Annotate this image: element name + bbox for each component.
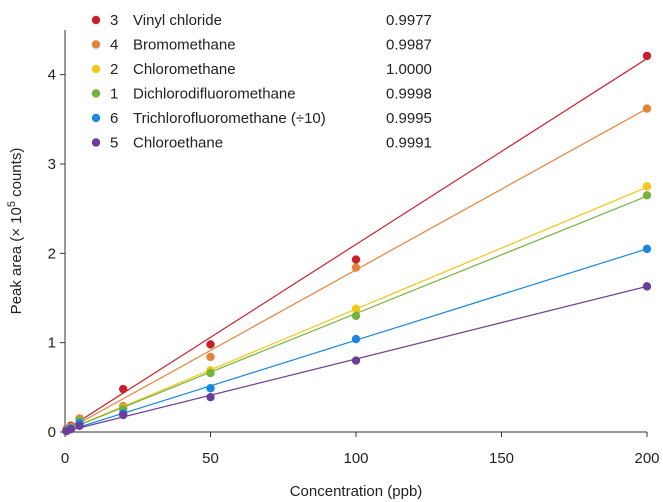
legend-label: Chloroethane — [133, 135, 223, 152]
legend-number: 6 — [110, 110, 118, 127]
data-point — [75, 421, 84, 430]
legend-marker — [91, 89, 101, 98]
data-point — [206, 368, 215, 378]
legend-item: 4 Bromomethane 0.9987 — [91, 37, 432, 54]
legend-item: 1 Dichlorodifluoromethane 0.9998 — [91, 86, 432, 103]
legend-marker — [91, 64, 101, 74]
legend-label: Chloromethane — [133, 61, 236, 78]
y-tick-label: 3 — [48, 156, 56, 173]
legend-number: 2 — [110, 61, 118, 78]
data-point — [351, 311, 361, 321]
data-point — [119, 384, 128, 394]
data-point — [642, 191, 652, 200]
legend-marker — [91, 138, 101, 147]
data-point — [206, 340, 215, 349]
data-point — [351, 356, 361, 365]
legend-marker — [91, 40, 101, 49]
legend-number: 5 — [110, 135, 118, 152]
legend-number: 1 — [110, 86, 118, 103]
legend-number: 4 — [110, 37, 118, 54]
data-point — [642, 104, 652, 113]
data-point — [206, 392, 215, 402]
legend-item: 5 Chloroethane 0.9991 — [91, 135, 432, 152]
data-point — [351, 255, 361, 264]
data-point — [206, 352, 215, 362]
y-axis-title-suffix: counts) — [8, 148, 25, 201]
legend-r2: 0.9998 — [386, 86, 432, 103]
y-ticks: 0 1 2 3 4 — [48, 67, 65, 441]
data-point — [351, 304, 361, 313]
legend-marker — [91, 15, 101, 25]
legend-number: 3 — [110, 12, 118, 29]
x-tick-label: 200 — [634, 450, 659, 467]
data-point — [351, 263, 361, 272]
legend-r2: 0.9987 — [386, 37, 432, 54]
data-point — [642, 282, 652, 291]
legend-r2: 0.9995 — [386, 110, 432, 127]
x-ticks: 0 50 100 150 200 — [61, 432, 660, 467]
data-point — [642, 244, 652, 254]
y-tick-label: 1 — [48, 335, 56, 352]
x-tick-label: 0 — [61, 450, 69, 467]
fit-line — [66, 58, 648, 430]
legend-r2: 0.9977 — [386, 12, 432, 29]
data-point — [642, 51, 652, 61]
legend-label: Trichlorofluoromethane (÷10) — [133, 110, 326, 127]
legend-label: Bromomethane — [133, 37, 236, 54]
x-tick-label: 50 — [202, 450, 219, 467]
y-tick-label: 2 — [48, 245, 56, 262]
data-point — [351, 334, 361, 344]
data-points — [62, 51, 652, 436]
data-point — [206, 384, 215, 393]
y-axis-title: Peak area (× 105 counts) — [6, 148, 25, 315]
x-tick-label: 150 — [489, 450, 514, 467]
legend-item: 6 Trichlorofluoromethane (÷10) 0.9995 — [91, 110, 432, 127]
y-tick-label: 0 — [48, 424, 56, 441]
legend-r2: 1.0000 — [386, 61, 432, 78]
data-point — [119, 410, 128, 420]
y-axis-title-superscript: 5 — [6, 201, 18, 207]
legend-marker — [91, 113, 101, 123]
legend-label: Vinyl chloride — [133, 12, 222, 29]
y-tick-label: 4 — [48, 67, 56, 84]
legend-r2: 0.9991 — [386, 135, 432, 152]
x-axis-title: Concentration (ppb) — [290, 483, 423, 500]
legend: 3 Vinyl chloride 0.9977 4 Bromomethane 0.9987… — [91, 12, 432, 152]
y-axis-title-prefix: Peak area (× 10 — [8, 207, 25, 314]
x-tick-label: 100 — [343, 450, 368, 467]
data-point — [66, 425, 76, 434]
legend-item: 2 Chloromethane 1.0000 — [91, 61, 432, 78]
data-point — [642, 182, 652, 191]
legend-item: 3 Vinyl chloride 0.9977 — [91, 12, 432, 29]
legend-label: Dichlorodifluoromethane — [133, 86, 296, 103]
